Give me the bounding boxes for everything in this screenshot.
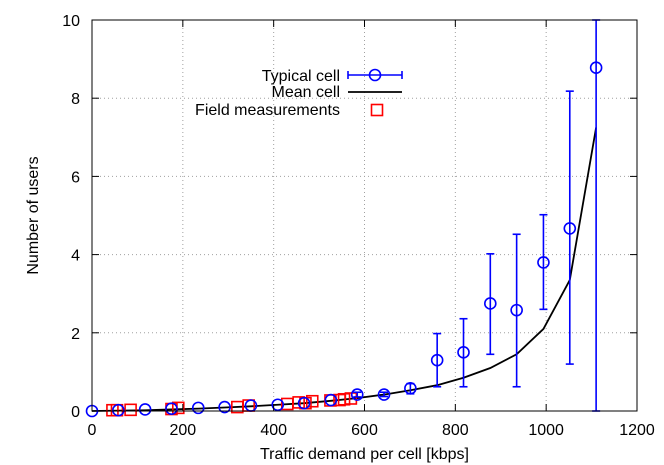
- series-0: [85, 19, 603, 418]
- x-axis-label: Traffic demand per cell [kbps]: [260, 446, 469, 463]
- typical-cell-point: [377, 388, 391, 401]
- typical-cell-point: [457, 346, 470, 359]
- axes: 0 200 400 600 800 1000 1200 0 2 4 6 8 10 Traffic de…: [25, 13, 655, 463]
- grid: [92, 20, 637, 411]
- typical-cell-point: [430, 353, 444, 367]
- legend-sample-field-measurements: [370, 103, 384, 117]
- y-tick-label: 6: [71, 169, 80, 186]
- x-tick-label: 200: [169, 422, 196, 439]
- y-tick-label: 0: [71, 404, 80, 421]
- field-measurement-point: [337, 392, 351, 406]
- y-axis-label: Number of users: [25, 156, 42, 274]
- legend-square-marker: [370, 103, 384, 117]
- legend-circle-marker: [368, 68, 382, 82]
- legend-label-mean-cell: Mean cell: [272, 84, 340, 101]
- y-tick-label: 10: [62, 13, 80, 30]
- x-tick-label: 800: [442, 422, 469, 439]
- legend-label-typical-cell: Typical cell: [262, 68, 340, 85]
- x-tick-label: 0: [88, 422, 97, 439]
- legend: Typical cell Mean cell Field measurement…: [195, 68, 403, 119]
- field-measurement-point: [171, 401, 185, 415]
- legend-sample-typical-cell: [347, 68, 403, 82]
- y-ticks: 0 2 4 6 8 10: [62, 13, 637, 421]
- field-measurement-point: [292, 396, 305, 409]
- series-layer: [85, 19, 603, 418]
- typical-cell-point: [112, 403, 125, 417]
- mean-cell-line: [91, 127, 598, 412]
- typical-cell-point: [563, 222, 577, 235]
- typical-cell-point: [350, 388, 364, 401]
- typical-cell-point: [165, 402, 178, 415]
- typical-cell-point: [218, 400, 231, 414]
- typical-cell-point: [404, 382, 417, 395]
- x-tick-label: 600: [351, 422, 378, 439]
- field-measurement-point: [305, 394, 319, 408]
- typical-cell-point: [191, 401, 205, 415]
- y-tick-label: 8: [71, 91, 80, 108]
- field-measurement-point: [344, 392, 358, 405]
- typical-cell-point: [537, 256, 550, 269]
- typical-cell-point: [138, 403, 152, 416]
- typical-cell-point: [589, 61, 603, 75]
- series-1: [91, 127, 598, 412]
- typical-cell-point: [271, 398, 285, 412]
- y-tick-label: 4: [71, 248, 80, 265]
- typical-cell-point: [510, 303, 523, 317]
- y-tick-label: 2: [71, 326, 80, 343]
- x-tick-label: 1200: [619, 422, 655, 439]
- x-tick-label: 400: [260, 422, 287, 439]
- typical-cell-point: [324, 393, 338, 407]
- field-measurement-point: [124, 403, 137, 417]
- x-ticks: 0 200 400 600 800 1000 1200: [88, 20, 655, 439]
- x-tick-label: 1000: [528, 422, 564, 439]
- typical-cell-point: [297, 396, 311, 410]
- typical-cell-point: [484, 297, 497, 310]
- legend-label-field-measurements: Field measurements: [195, 102, 340, 119]
